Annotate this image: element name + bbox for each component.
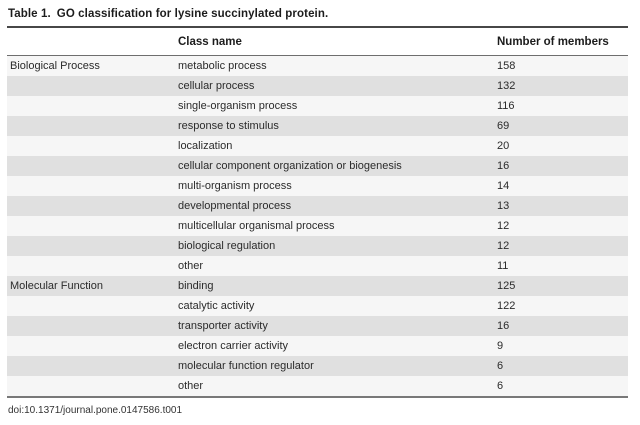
category-cell: Biological Process bbox=[10, 60, 100, 72]
table-row: cellular process 132 bbox=[7, 76, 628, 96]
count-cell: 16 bbox=[497, 320, 510, 332]
table-row: cellular component organization or bioge… bbox=[7, 156, 628, 176]
class-name-cell: catalytic activity bbox=[178, 300, 255, 312]
count-cell: 14 bbox=[497, 180, 510, 192]
count-cell: 116 bbox=[497, 100, 515, 112]
table-row: localization 20 bbox=[7, 136, 628, 156]
count-cell: 69 bbox=[497, 120, 510, 132]
class-name-cell: molecular function regulator bbox=[178, 360, 314, 372]
class-name-cell: response to stimulus bbox=[178, 120, 279, 132]
count-cell: 12 bbox=[497, 240, 510, 252]
class-name-cell: cellular component organization or bioge… bbox=[178, 160, 402, 172]
count-cell: 6 bbox=[497, 380, 504, 392]
table-row: Biological Process metabolic process 158 bbox=[7, 55, 628, 76]
category-cell bbox=[7, 376, 178, 397]
count-cell: 20 bbox=[497, 140, 510, 152]
header-number-of-members: Number of members bbox=[497, 28, 628, 56]
count-cell: 11 bbox=[497, 260, 509, 272]
count-cell: 158 bbox=[497, 60, 516, 72]
category-cell bbox=[7, 216, 178, 236]
table-row: transporter activity 16 bbox=[7, 316, 628, 336]
table-title: GO classification for lysine succinylate… bbox=[56, 8, 329, 20]
go-classification-table: Class name Number of members Biological … bbox=[7, 28, 628, 398]
table-row: Molecular Function binding 125 bbox=[7, 276, 628, 296]
category-cell bbox=[7, 296, 178, 316]
category-cell bbox=[7, 316, 178, 336]
category-cell bbox=[7, 156, 178, 176]
category-cell bbox=[7, 116, 178, 136]
count-cell: 16 bbox=[497, 160, 510, 172]
category-cell bbox=[7, 196, 178, 216]
class-name-cell: multicellular organismal process bbox=[178, 220, 335, 232]
class-name-cell: developmental process bbox=[178, 200, 292, 212]
category-cell bbox=[7, 256, 178, 276]
header-class-name: Class name bbox=[178, 28, 497, 56]
class-name-cell: cellular process bbox=[178, 80, 255, 92]
table-row: other 6 bbox=[7, 376, 628, 397]
table-row: single-organism process 116 bbox=[7, 96, 628, 116]
category-cell bbox=[7, 356, 178, 376]
table-row: response to stimulus 69 bbox=[7, 116, 628, 136]
class-name-cell: other bbox=[178, 260, 204, 272]
category-cell bbox=[7, 76, 178, 96]
table-row: biological regulation 12 bbox=[7, 236, 628, 256]
table-row: multicellular organismal process 12 bbox=[7, 216, 628, 236]
header-row: Class name Number of members bbox=[7, 28, 628, 56]
category-cell bbox=[7, 236, 178, 256]
count-cell: 132 bbox=[497, 80, 516, 92]
category-cell: Molecular Function bbox=[10, 280, 103, 292]
category-cell bbox=[7, 336, 178, 356]
count-cell: 122 bbox=[497, 300, 516, 312]
class-name-cell: binding bbox=[178, 280, 214, 292]
table-row: molecular function regulator 6 bbox=[7, 356, 628, 376]
table-label: Table 1. bbox=[8, 8, 51, 20]
table-row: other 11 bbox=[7, 256, 628, 276]
table-caption: Table 1. GO classification for lysine suc… bbox=[7, 5, 628, 28]
table-row: electron carrier activity 9 bbox=[7, 336, 628, 356]
category-cell bbox=[7, 136, 178, 156]
count-cell: 125 bbox=[497, 280, 516, 292]
doi-footer: doi:10.1371/journal.pone.0147586.t001 bbox=[8, 405, 183, 416]
class-name-cell: biological regulation bbox=[178, 240, 276, 252]
count-cell: 9 bbox=[497, 340, 504, 352]
class-name-cell: single-organism process bbox=[178, 100, 298, 112]
table-row: multi-organism process 14 bbox=[7, 176, 628, 196]
count-cell: 6 bbox=[497, 360, 504, 372]
table-figure: Table 1. GO classification for lysine suc… bbox=[7, 0, 628, 416]
category-cell bbox=[7, 176, 178, 196]
class-name-cell: metabolic process bbox=[178, 60, 267, 72]
count-cell: 13 bbox=[497, 200, 510, 212]
class-name-cell: multi-organism process bbox=[178, 180, 292, 192]
class-name-cell: electron carrier activity bbox=[178, 340, 289, 352]
table-row: catalytic activity 122 bbox=[7, 296, 628, 316]
class-name-cell: localization bbox=[178, 140, 233, 152]
header-category bbox=[7, 28, 178, 56]
count-cell: 12 bbox=[497, 220, 510, 232]
category-cell bbox=[7, 96, 178, 116]
table-row: developmental process 13 bbox=[7, 196, 628, 216]
class-name-cell: transporter activity bbox=[178, 320, 268, 332]
class-name-cell: other bbox=[178, 380, 204, 392]
